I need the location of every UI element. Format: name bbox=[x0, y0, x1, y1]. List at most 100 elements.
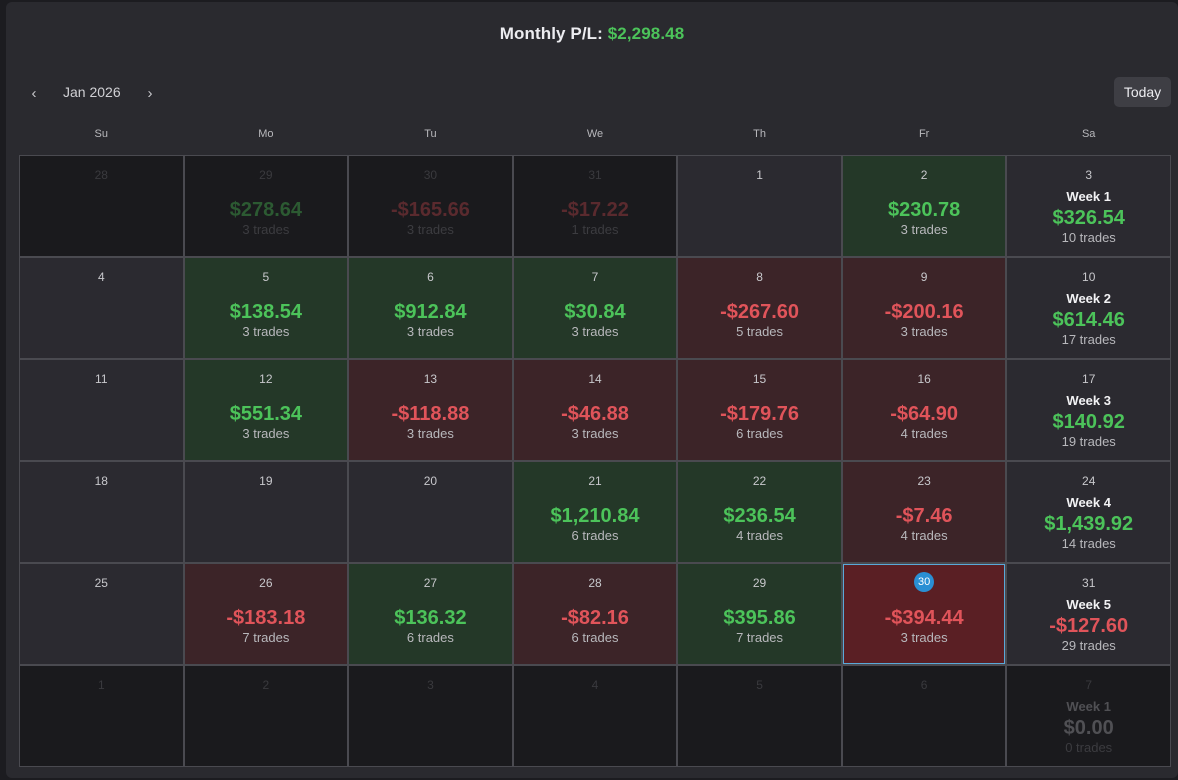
calendar-day-cell[interactable]: 12 $551.34 3 trades bbox=[184, 360, 348, 460]
calendar-day-cell[interactable]: 7 $30.84 3 trades bbox=[513, 258, 677, 358]
day-trade-count: 4 trades bbox=[736, 528, 784, 543]
calendar-day-cell[interactable]: 2 $230.78 3 trades bbox=[842, 156, 1006, 256]
day-pl-amount: -$394.44 bbox=[884, 607, 964, 629]
day-trade-count: 3 trades bbox=[406, 426, 454, 441]
week-summary-cell[interactable]: 7 Week 1 $0.00 0 trades bbox=[1007, 666, 1170, 766]
calendar-day-cell[interactable]: 3 bbox=[349, 666, 512, 766]
day-pl-amount: -$118.88 bbox=[391, 403, 470, 425]
day-pl-amount: -$200.16 bbox=[884, 301, 964, 323]
calendar-day-cell[interactable]: 22 $236.54 4 trades bbox=[678, 462, 841, 562]
day-trade-count: 6 trades bbox=[736, 426, 784, 441]
day-number: 26 bbox=[259, 576, 273, 590]
next-month-button[interactable]: › bbox=[139, 82, 161, 104]
week-summary-cell[interactable]: 10 Week 2 $614.46 17 trades bbox=[1007, 258, 1170, 358]
calendar-day-cell[interactable]: 14 -$46.88 3 trades bbox=[513, 360, 677, 460]
day-pl-amount: $136.32 bbox=[394, 607, 467, 629]
calendar-day-cell[interactable]: 8 -$267.60 5 trades bbox=[678, 258, 841, 358]
week-trade-count: 0 trades bbox=[1065, 740, 1113, 755]
week-pl-amount: $1,439.92 bbox=[1044, 513, 1134, 535]
day-number: 2 bbox=[262, 678, 270, 692]
calendar-day-cell[interactable]: 31 -$17.22 1 trades bbox=[513, 156, 677, 256]
calendar-day-cell[interactable]: 4 bbox=[513, 666, 677, 766]
weekday-label: Tu bbox=[424, 128, 437, 140]
day-number: 20 bbox=[423, 474, 438, 488]
day-trade-count: 6 trades bbox=[406, 630, 454, 645]
calendar-day-cell[interactable]: 23 -$7.46 4 trades bbox=[842, 462, 1006, 562]
calendar-day-cell[interactable]: 11 bbox=[20, 360, 183, 460]
day-number: 1 bbox=[97, 678, 105, 692]
day-pl-amount: $395.86 bbox=[723, 607, 796, 629]
day-trade-count: 3 trades bbox=[571, 324, 619, 339]
calendar-day-cell[interactable]: 29 $395.86 7 trades bbox=[678, 564, 841, 664]
week-summary-cell[interactable]: 17 Week 3 $140.92 19 trades bbox=[1007, 360, 1170, 460]
calendar-day-cell[interactable]: 6 bbox=[842, 666, 1006, 766]
today-button[interactable]: Today bbox=[1114, 77, 1171, 107]
day-number: 24 bbox=[1082, 474, 1096, 488]
day-number: 6 bbox=[920, 678, 928, 692]
calendar-day-cell[interactable]: 1 bbox=[20, 666, 183, 766]
weekday-label: Su bbox=[94, 128, 109, 140]
day-number: 16 bbox=[917, 372, 931, 386]
week-summary-cell[interactable]: 24 Week 4 $1,439.92 14 trades bbox=[1007, 462, 1170, 562]
calendar-day-cell[interactable]: 18 bbox=[20, 462, 183, 562]
week-summary-cell[interactable]: 3 Week 1 $326.54 10 trades bbox=[1007, 156, 1170, 256]
calendar-day-cell[interactable]: 25 bbox=[20, 564, 183, 664]
day-pl-amount: -$7.46 bbox=[895, 505, 953, 527]
day-number: 31 bbox=[1082, 576, 1096, 590]
day-number: 27 bbox=[423, 576, 438, 590]
calendar-day-cell[interactable]: 27 $136.32 6 trades bbox=[349, 564, 512, 664]
calendar-day-cell[interactable]: 2 bbox=[184, 666, 348, 766]
calendar-day-cell[interactable]: 5 $138.54 3 trades bbox=[184, 258, 348, 358]
calendar-day-cell[interactable]: 28 bbox=[20, 156, 183, 256]
calendar-grid: 28 29 $278.64 3 trades 30 -$165.66 3 trades 31-… bbox=[19, 155, 1171, 767]
day-trade-count: 3 trades bbox=[900, 630, 948, 645]
calendar-day-cell[interactable]: 21 $1,210.84 6 trades bbox=[513, 462, 677, 562]
day-number: 1 bbox=[756, 168, 763, 182]
calendar-day-cell[interactable]: 19 bbox=[184, 462, 348, 562]
calendar-day-cell[interactable]: 30 -$165.66 3 trades bbox=[349, 156, 512, 256]
day-number: 28 bbox=[588, 576, 602, 590]
week-label: Week 1 bbox=[1066, 189, 1111, 204]
calendar-day-cell-today[interactable]: 30 -$394.44 3 trades bbox=[842, 564, 1006, 664]
calendar-day-cell[interactable]: 28 -$82.16 6 trades bbox=[513, 564, 677, 664]
calendar-day-cell[interactable]: 1 bbox=[678, 156, 841, 256]
week-label: Week 5 bbox=[1066, 597, 1111, 612]
calendar-day-cell[interactable]: 29 $278.64 3 trades bbox=[184, 156, 348, 256]
day-number: 30 bbox=[423, 168, 438, 182]
calendar-day-cell[interactable]: 13 -$118.88 3 trades bbox=[349, 360, 512, 460]
day-trade-count: 3 trades bbox=[571, 426, 619, 441]
calendar-day-cell[interactable]: 20 bbox=[349, 462, 512, 562]
day-number: 8 bbox=[756, 270, 763, 284]
day-pl-amount: -$82.16 bbox=[561, 607, 629, 629]
week-pl-amount: $614.46 bbox=[1052, 309, 1125, 331]
week-pl-amount: -$127.60 bbox=[1049, 615, 1129, 637]
day-number: 29 bbox=[752, 576, 767, 590]
monthly-pl-title: Monthly P/L: $2,298.48 bbox=[6, 24, 1178, 44]
day-trade-count: 4 trades bbox=[900, 528, 948, 543]
day-number: 19 bbox=[259, 474, 273, 488]
week-pl-amount: $326.54 bbox=[1052, 207, 1125, 229]
calendar-day-cell[interactable]: 4 bbox=[20, 258, 183, 358]
week-summary-cell[interactable]: 31 Week 5 -$127.60 29 trades bbox=[1007, 564, 1170, 664]
chevron-left-icon: ‹ bbox=[31, 84, 37, 102]
calendar-day-cell[interactable]: 15 -$179.76 6 trades bbox=[678, 360, 841, 460]
day-number: 9 bbox=[920, 270, 928, 284]
calendar-day-cell[interactable]: 26 -$183.18 7 trades bbox=[184, 564, 348, 664]
chevron-right-icon: › bbox=[147, 84, 153, 102]
week-label: Week 3 bbox=[1066, 393, 1111, 408]
calendar-day-cell[interactable]: 5 bbox=[678, 666, 841, 766]
day-pl-amount: $912.84 bbox=[394, 301, 467, 323]
day-number: 4 bbox=[97, 270, 105, 284]
day-number: 29 bbox=[259, 168, 273, 182]
calendar-day-cell[interactable]: 6 $912.84 3 trades bbox=[349, 258, 512, 358]
calendar-day-cell[interactable]: 9 -$200.16 3 trades bbox=[842, 258, 1006, 358]
day-number: 25 bbox=[94, 576, 108, 590]
weekday-label: Mo bbox=[258, 128, 274, 140]
day-trade-count: 3 trades bbox=[406, 222, 454, 237]
current-month-label: Jan 2026 bbox=[63, 84, 121, 100]
weekday-label: We bbox=[586, 128, 604, 140]
calendar-day-cell[interactable]: 16 -$64.90 4 trades bbox=[842, 360, 1006, 460]
day-trade-count: 3 trades bbox=[900, 324, 948, 339]
prev-month-button[interactable]: ‹ bbox=[23, 82, 45, 104]
day-number: 21 bbox=[588, 474, 602, 488]
